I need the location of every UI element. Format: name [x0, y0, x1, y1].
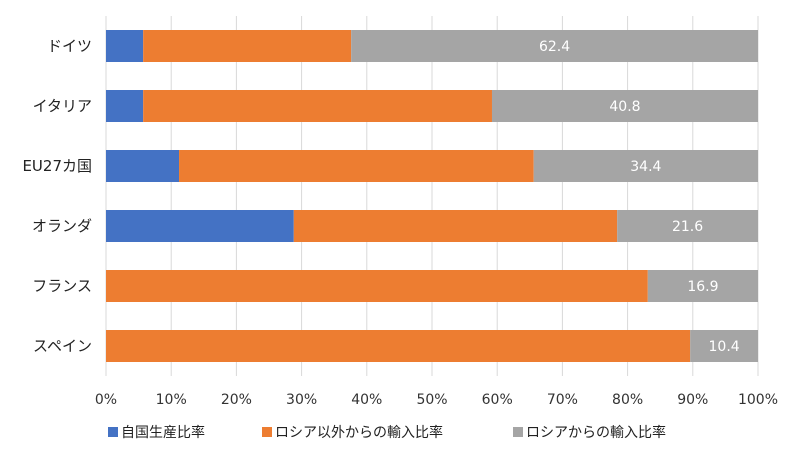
- bar-segment: [617, 210, 758, 242]
- legend-swatch: [262, 427, 272, 437]
- x-tick-label: 20%: [221, 392, 252, 408]
- legend: 自国生産比率 ロシア以外からの輸入比率 ロシアからの輸入比率: [108, 424, 666, 441]
- x-tick-label: 0%: [95, 392, 117, 408]
- category-label: EU27カ国: [22, 157, 92, 175]
- data-label: 40.8: [609, 99, 640, 115]
- bar-segment: [106, 330, 691, 362]
- x-tick-label: 60%: [482, 392, 513, 408]
- legend-label: 自国生産比率: [121, 424, 205, 441]
- bar-segment: [106, 150, 180, 182]
- legend-swatch: [513, 427, 523, 437]
- x-tick-label: 70%: [547, 392, 578, 408]
- data-label: 62.4: [539, 39, 570, 55]
- x-tick-label: 30%: [286, 392, 317, 408]
- x-tick-labels: 0% 10% 20% 30% 40% 50% 60% 70% 80% 90% 100%: [95, 392, 778, 408]
- bar-segment: [106, 90, 144, 122]
- x-tick-label: 50%: [416, 392, 447, 408]
- x-tick-label: 90%: [677, 392, 708, 408]
- x-tick-label: 100%: [738, 392, 778, 408]
- bar-segment: [106, 210, 294, 242]
- bar-segment: [106, 270, 648, 302]
- data-label: 34.4: [630, 159, 661, 175]
- bar-segment: [143, 30, 352, 62]
- bar-segment: [351, 30, 758, 62]
- legend-label: ロシアからの輸入比率: [526, 424, 666, 441]
- bar-segment: [533, 150, 758, 182]
- x-tick-label: 80%: [612, 392, 643, 408]
- gridlines: [105, 16, 759, 376]
- bar-segment: [293, 210, 618, 242]
- bar-segment: [106, 30, 144, 62]
- bar-segment: [179, 150, 534, 182]
- bar-segment: [143, 90, 492, 122]
- category-label: ドイツ: [47, 37, 92, 55]
- bar-segment: [690, 330, 758, 362]
- category-label: オランダ: [32, 217, 92, 235]
- x-tick-label: 40%: [351, 392, 382, 408]
- category-label: フランス: [32, 277, 92, 295]
- legend-label: ロシア以外からの輸入比率: [275, 424, 443, 441]
- bars: 62.4 40.8 34.4 21.6 16.9 10.4: [106, 30, 758, 362]
- category-label: イタリア: [33, 97, 92, 115]
- category-label: スペイン: [33, 337, 92, 355]
- data-label: 21.6: [672, 219, 703, 235]
- bar-segment: [491, 90, 758, 122]
- x-tick-label: 10%: [156, 392, 187, 408]
- legend-swatch: [108, 427, 118, 437]
- data-label: 16.9: [687, 279, 718, 295]
- data-label: 10.4: [709, 339, 740, 355]
- bar-segment: [647, 270, 758, 302]
